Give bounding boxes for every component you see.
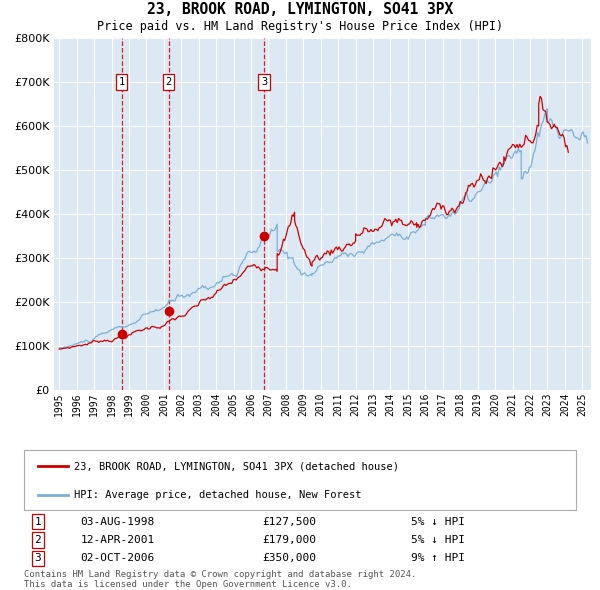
- Text: £127,500: £127,500: [262, 516, 316, 526]
- Text: HPI: Average price, detached house, New Forest: HPI: Average price, detached house, New …: [74, 490, 361, 500]
- Text: 2: 2: [166, 77, 172, 87]
- Text: 1: 1: [34, 516, 41, 526]
- Text: 9% ↑ HPI: 9% ↑ HPI: [411, 553, 465, 563]
- Text: £350,000: £350,000: [262, 553, 316, 563]
- Text: 1: 1: [119, 77, 125, 87]
- Text: 02-OCT-2006: 02-OCT-2006: [81, 553, 155, 563]
- Text: Contains HM Land Registry data © Crown copyright and database right 2024.
This d: Contains HM Land Registry data © Crown c…: [24, 570, 416, 589]
- Text: 2: 2: [34, 535, 41, 545]
- Text: Price paid vs. HM Land Registry's House Price Index (HPI): Price paid vs. HM Land Registry's House …: [97, 20, 503, 33]
- Text: 12-APR-2001: 12-APR-2001: [81, 535, 155, 545]
- Text: 23, BROOK ROAD, LYMINGTON, SO41 3PX (detached house): 23, BROOK ROAD, LYMINGTON, SO41 3PX (det…: [74, 461, 398, 471]
- Text: £179,000: £179,000: [262, 535, 316, 545]
- Text: 3: 3: [261, 77, 267, 87]
- Text: 3: 3: [34, 553, 41, 563]
- Text: 5% ↓ HPI: 5% ↓ HPI: [411, 516, 465, 526]
- Text: 03-AUG-1998: 03-AUG-1998: [81, 516, 155, 526]
- Text: 5% ↓ HPI: 5% ↓ HPI: [411, 535, 465, 545]
- Text: 23, BROOK ROAD, LYMINGTON, SO41 3PX: 23, BROOK ROAD, LYMINGTON, SO41 3PX: [147, 2, 453, 17]
